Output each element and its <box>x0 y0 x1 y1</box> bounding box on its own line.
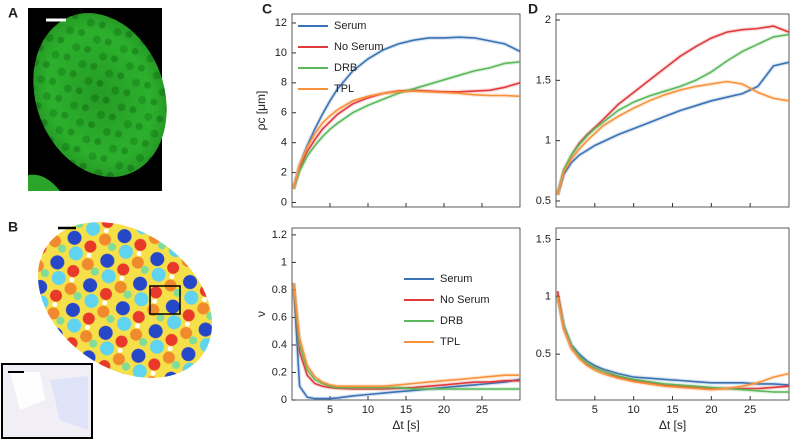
plot-area <box>555 227 790 401</box>
y-tick-label: 1.5 <box>536 74 551 86</box>
y-tick-label: 12 <box>275 17 287 29</box>
y-tick-label: 1 <box>545 291 551 303</box>
plot-area <box>291 13 521 208</box>
y-tick-label: 0.4 <box>272 339 287 351</box>
y-tick-label: 1.5 <box>536 233 551 245</box>
x-tick-label: 15 <box>666 404 678 416</box>
x-tick-label: 25 <box>744 404 756 416</box>
y-tick-label: 1.2 <box>272 229 287 241</box>
series-line <box>292 36 520 190</box>
flow-field <box>37 222 213 378</box>
legend-label: Serum <box>334 20 366 32</box>
x-tick-label: 5 <box>592 404 598 416</box>
x-tick-label: 15 <box>400 404 412 416</box>
series-line <box>292 282 520 400</box>
x-tick-label: 20 <box>438 404 450 416</box>
legend-label: No Serum <box>440 294 490 306</box>
y-tick-label: 0.8 <box>272 284 287 296</box>
y-tick-label: 0.2 <box>272 366 287 378</box>
legend-label: DRB <box>334 62 357 74</box>
x-tick-label: 10 <box>362 404 374 416</box>
y-tick-label: 0 <box>281 196 287 208</box>
series-line <box>556 80 789 196</box>
inset-region <box>50 376 88 430</box>
series-line <box>556 296 789 393</box>
x-tick-label: 25 <box>476 404 488 416</box>
series-line <box>292 282 520 390</box>
neighbor-cell <box>28 174 60 191</box>
series-line <box>556 294 789 386</box>
panel-label: C <box>262 1 272 17</box>
x-tick-label: 5 <box>327 404 333 416</box>
x-tick-label: 20 <box>705 404 717 416</box>
y-tick-label: 2 <box>281 166 287 178</box>
series-line <box>556 33 789 196</box>
series-line <box>292 282 520 387</box>
zoom-box <box>149 285 181 315</box>
series-line <box>292 282 520 390</box>
legend-label: No Serum <box>334 41 384 53</box>
legend-label: Serum <box>440 273 472 285</box>
y-tick-label: 0.5 <box>536 348 551 360</box>
inset-region <box>10 372 45 410</box>
legend-label: DRB <box>440 315 463 327</box>
y-tick-label: 4 <box>281 137 287 149</box>
y-axis-label: ν <box>254 311 268 317</box>
y-tick-label: 6 <box>281 107 287 119</box>
y-tick-label: 8 <box>281 77 287 89</box>
legend-label: TPL <box>334 83 354 95</box>
x-tick-label: 10 <box>628 404 640 416</box>
series-line <box>556 296 789 391</box>
panel-label: B <box>8 219 18 235</box>
y-tick-label: 1 <box>545 135 551 147</box>
y-tick-label: 10 <box>275 47 287 59</box>
y-tick-label: 0.5 <box>536 195 551 207</box>
y-tick-label: 0.6 <box>272 311 287 323</box>
y-tick-label: 2 <box>545 14 551 26</box>
panel-label: D <box>528 1 538 17</box>
legend-label: TPL <box>440 336 460 348</box>
plot-area <box>555 13 790 208</box>
y-tick-label: 0 <box>281 394 287 406</box>
panel-label: A <box>8 5 18 21</box>
series-line <box>556 61 789 196</box>
x-axis-label: Δt [s] <box>659 418 686 432</box>
series-line <box>556 25 789 196</box>
plot-area <box>291 227 521 401</box>
nucleus-shade <box>33 13 167 177</box>
x-axis-label: Δt [s] <box>392 418 419 432</box>
series-line <box>292 90 520 190</box>
series-line <box>292 61 520 190</box>
y-axis-label: ρc [μm] <box>254 91 268 131</box>
y-tick-label: 1 <box>281 256 287 268</box>
